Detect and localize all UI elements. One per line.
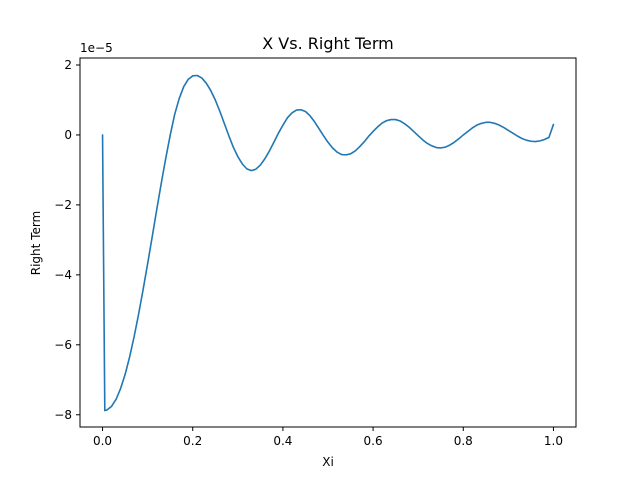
- x-axis: 0.0 0.2 0.4 0.6 0.8 1.0: [93, 427, 563, 448]
- x-tick-label: 0.0: [93, 434, 112, 448]
- x-tick-label: 0.6: [364, 434, 383, 448]
- y-offset-label: 1e−5: [80, 41, 113, 55]
- y-tick-label: −6: [54, 338, 72, 352]
- y-tick-label: −8: [54, 408, 72, 422]
- y-tick-label: 0: [64, 128, 72, 142]
- series-line-0: [101, 74, 555, 412]
- x-tick-label: 1.0: [544, 434, 563, 448]
- y-tick-label: −2: [54, 198, 72, 212]
- x-tick-label: 0.4: [273, 434, 292, 448]
- y-axis-label: Right Term: [29, 211, 43, 276]
- y-tick-label: 2: [64, 58, 72, 72]
- x-axis-label: Xi: [322, 455, 334, 469]
- plot-area: [101, 74, 555, 412]
- y-axis: 2 0 −2 −4 −6 −8: [54, 58, 80, 422]
- chart-title: X Vs. Right Term: [262, 34, 394, 53]
- plot-frame: [79, 57, 577, 428]
- x-tick-label: 0.8: [454, 434, 473, 448]
- y-tick-label: −4: [54, 268, 72, 282]
- x-tick-label: 0.2: [183, 434, 202, 448]
